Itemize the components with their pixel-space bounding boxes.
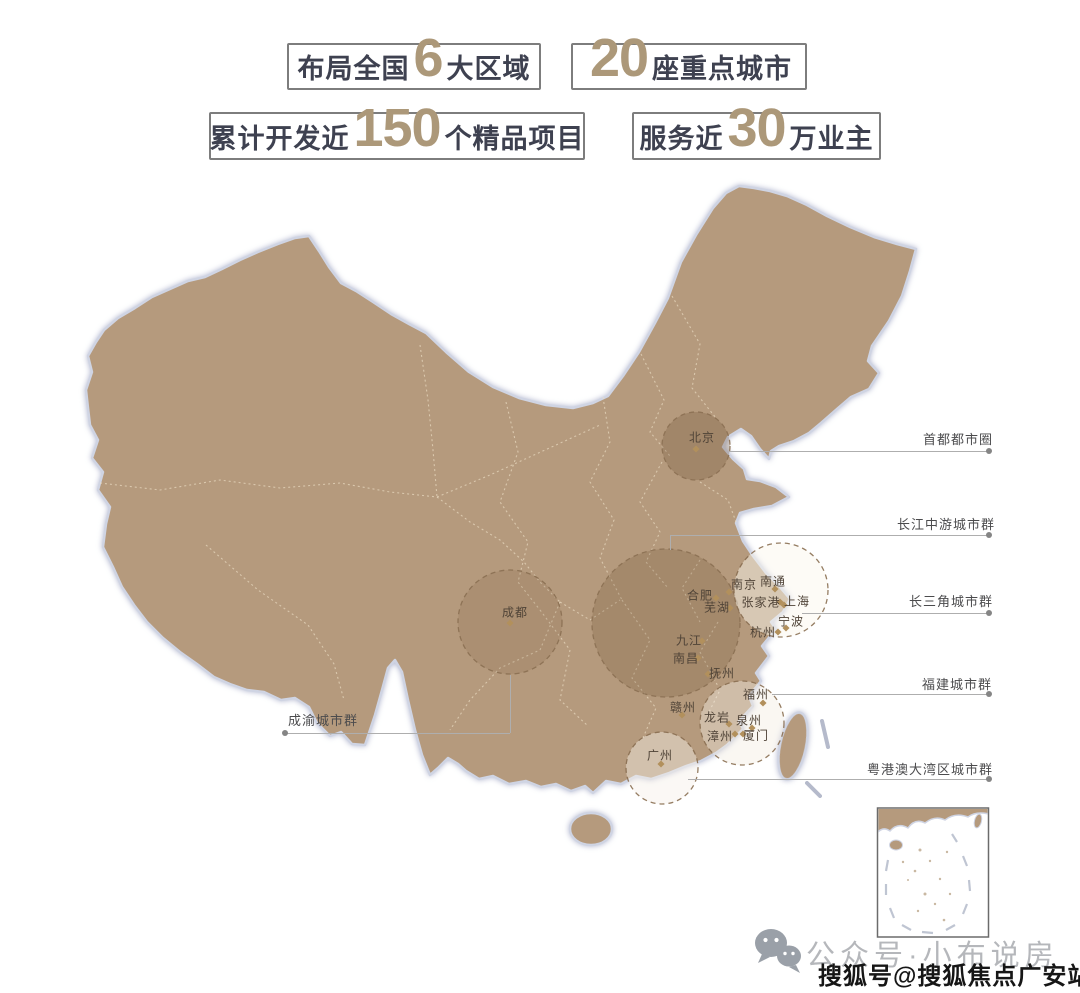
region-circle-mid-yangtze	[591, 548, 741, 698]
stat-prefix: 布局全国	[297, 54, 410, 84]
stat-number: 150	[353, 97, 441, 158]
stat-suffix: 大区域	[446, 54, 531, 84]
china-landmass	[84, 184, 918, 795]
stat-box-owners: 服务近 30 万业主	[632, 101, 881, 160]
wechat-bubbles-icon	[755, 929, 801, 973]
stat-prefix: 累计开发近	[209, 123, 350, 154]
wechat-watermark-text: 公众号·小布说房	[806, 940, 1059, 972]
stat-number: 20	[589, 28, 649, 88]
stat-box-regions: 布局全国 6 大区域	[287, 31, 541, 90]
stat-number: 6	[413, 28, 443, 88]
province-borders	[99, 295, 737, 741]
stat-box-cities: 20 座重点城市	[571, 31, 807, 90]
stat-suffix: 个精品项目	[444, 123, 585, 154]
sohu-watermark-text: 搜狐号@搜狐焦点广安站	[818, 963, 1080, 990]
stat-suffix: 万业主	[789, 123, 874, 154]
region-circle-chengyu	[457, 569, 563, 675]
hainan-island	[568, 811, 614, 847]
stat-box-projects: 累计开发近 150 个精品项目	[209, 101, 585, 160]
stat-number: 30	[727, 97, 786, 158]
region-circle-fujian	[699, 680, 785, 766]
region-circle-yangtze-delta	[733, 542, 829, 638]
region-circle-greater-bay	[625, 731, 699, 805]
south-china-sea-inset	[876, 807, 990, 938]
stat-prefix: 服务近	[639, 123, 724, 154]
region-circle-capital	[661, 411, 731, 481]
nine-dash-line	[805, 719, 830, 798]
stat-suffix: 座重点城市	[652, 54, 793, 84]
